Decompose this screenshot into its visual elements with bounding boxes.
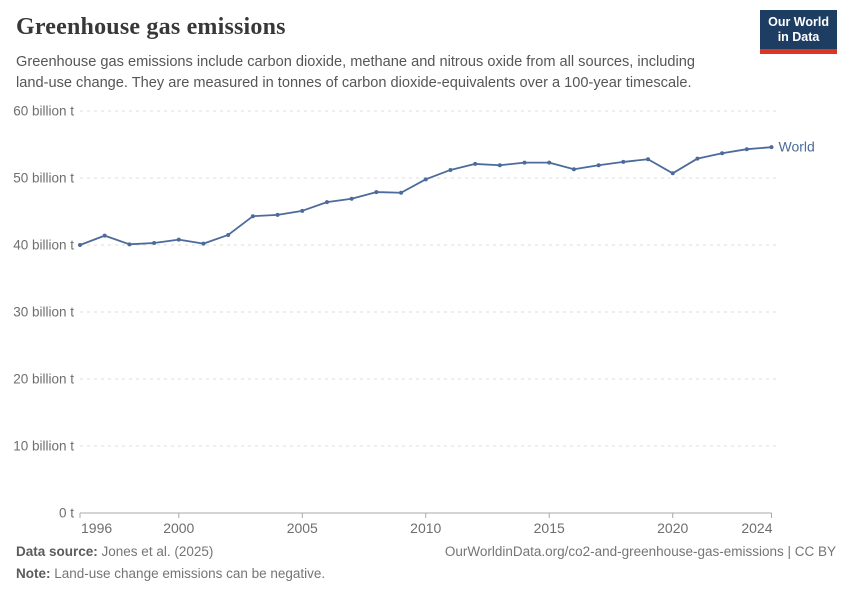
data-point[interactable] — [324, 200, 329, 205]
data-point[interactable] — [127, 242, 132, 247]
data-point[interactable] — [226, 232, 231, 237]
data-point[interactable] — [448, 167, 453, 172]
y-tick-label: 60 billion t — [13, 104, 74, 119]
datasource-value: Jones et al. (2025) — [97, 544, 214, 559]
note-value: Land-use change emissions can be negativ… — [50, 566, 326, 581]
datasource-label: Data source: — [16, 544, 98, 559]
data-point[interactable] — [374, 190, 379, 195]
note-row: Note: Land-use change emissions can be n… — [16, 563, 836, 585]
data-point[interactable] — [102, 233, 107, 238]
y-tick-label: 10 billion t — [13, 439, 74, 454]
data-point[interactable] — [275, 212, 280, 217]
y-tick-label: 30 billion t — [13, 305, 74, 320]
data-point[interactable] — [695, 156, 700, 161]
series-end-label[interactable]: World — [779, 139, 815, 155]
data-point[interactable] — [646, 157, 651, 162]
datasource-row: Data source: Jones et al. (2025) OurWorl… — [16, 541, 836, 563]
x-tick-label: 2024 — [741, 520, 772, 536]
data-point[interactable] — [399, 190, 404, 195]
data-point[interactable] — [596, 163, 601, 168]
owid-logo-line2: in Data — [777, 30, 820, 44]
data-point[interactable] — [769, 145, 774, 150]
y-tick-label: 0 t — [59, 506, 74, 521]
x-tick-label: 2020 — [657, 520, 688, 536]
data-point[interactable] — [423, 177, 428, 182]
x-tick-label: 2000 — [163, 520, 194, 536]
data-point[interactable] — [621, 159, 626, 164]
x-tick-label: 2010 — [410, 520, 441, 536]
owid-logo-line1: Our World — [768, 15, 829, 29]
chart-footer: Data source: Jones et al. (2025) OurWorl… — [16, 541, 836, 585]
y-tick-label: 20 billion t — [13, 372, 74, 387]
data-point[interactable] — [250, 214, 255, 219]
owid-logo[interactable]: Our World in Data — [760, 10, 837, 54]
data-point[interactable] — [201, 241, 206, 246]
x-tick-label: 2015 — [534, 520, 565, 536]
data-point[interactable] — [78, 243, 82, 247]
data-point[interactable] — [744, 147, 749, 152]
data-point[interactable] — [473, 161, 478, 166]
data-point[interactable] — [670, 171, 675, 176]
data-point[interactable] — [571, 167, 576, 172]
data-point[interactable] — [300, 208, 305, 213]
chart-subtitle: Greenhouse gas emissions include carbon … — [16, 54, 695, 91]
series-line[interactable] — [79, 146, 773, 246]
data-point[interactable] — [720, 151, 725, 156]
y-tick-label: 40 billion t — [13, 238, 74, 253]
x-tick-label: 2005 — [287, 520, 318, 536]
data-point[interactable] — [349, 196, 354, 201]
note-label: Note: — [16, 566, 51, 581]
data-point[interactable] — [152, 240, 157, 245]
y-tick-label: 50 billion t — [13, 171, 74, 186]
chart-title: Greenhouse gas emissions — [16, 14, 286, 40]
data-point[interactable] — [522, 160, 527, 165]
chart-url-link[interactable]: OurWorldinData.org/co2-and-greenhouse-ga… — [444, 544, 836, 559]
data-point[interactable] — [547, 160, 552, 165]
data-point[interactable] — [176, 237, 181, 242]
x-tick-label: 1996 — [81, 520, 112, 536]
data-point[interactable] — [497, 163, 502, 168]
